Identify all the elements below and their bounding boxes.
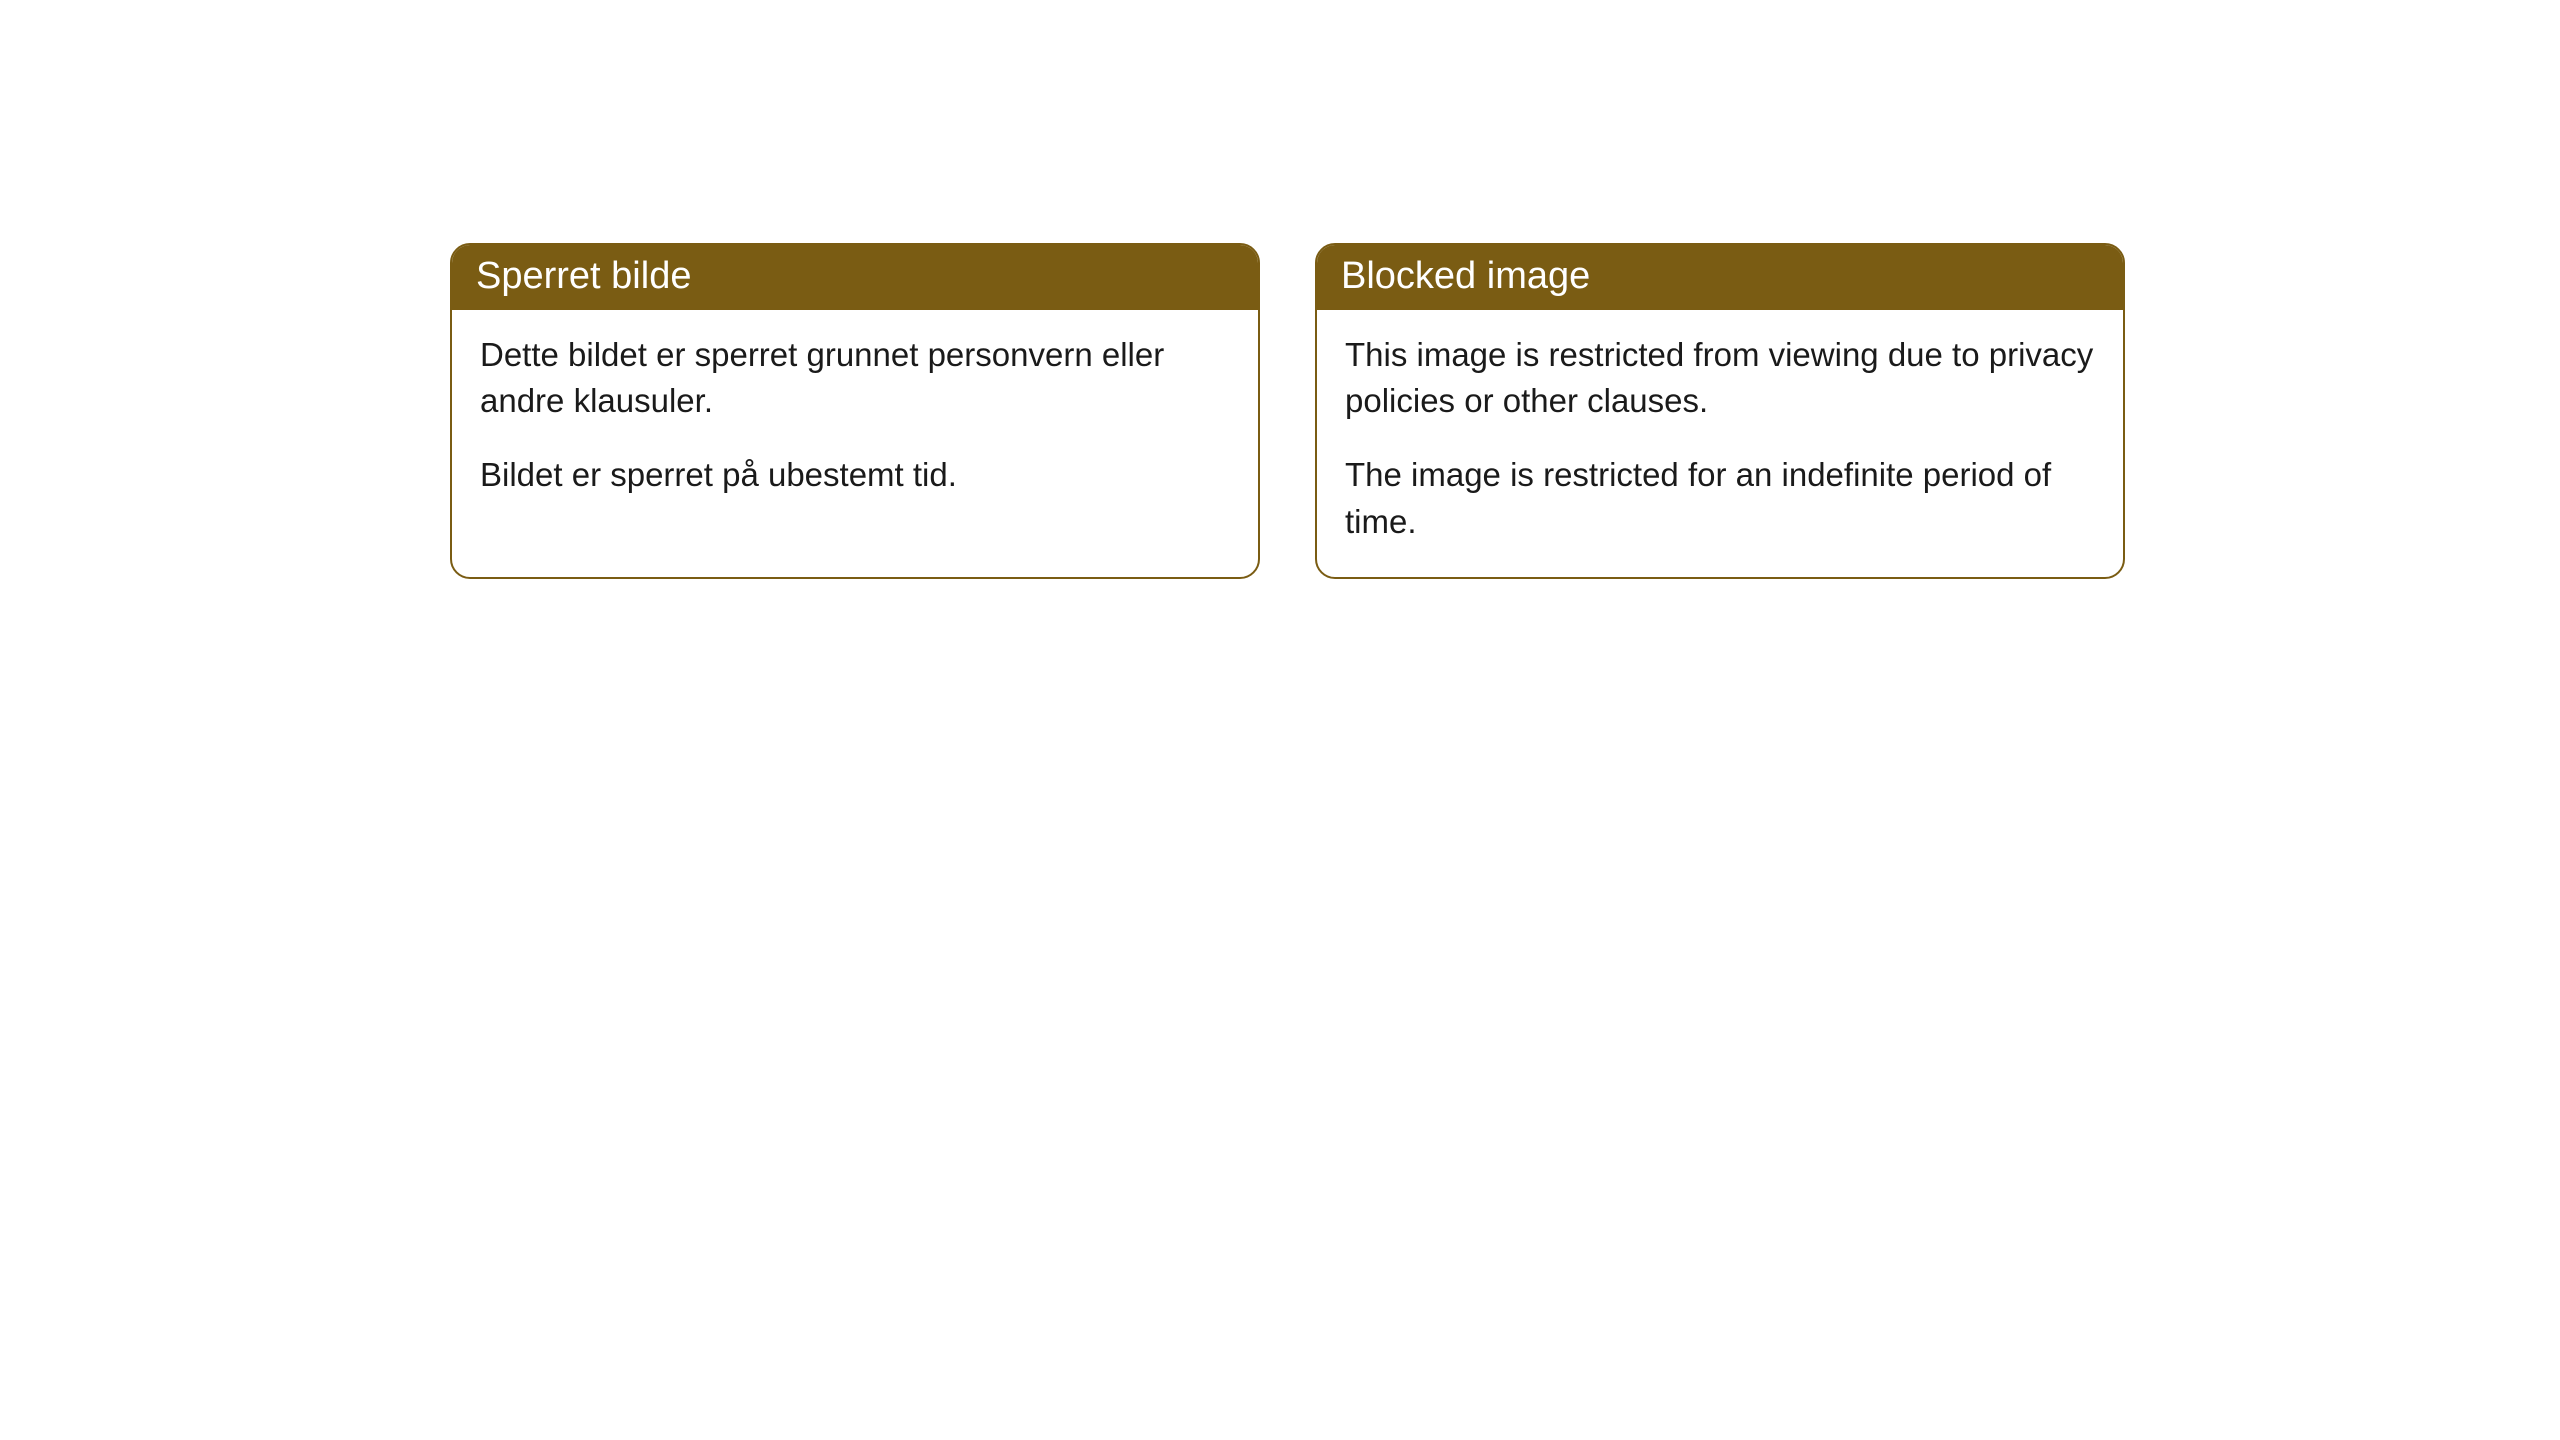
notice-text-no-p1: Dette bildet er sperret grunnet personve… bbox=[480, 332, 1230, 424]
card-body-no: Dette bildet er sperret grunnet personve… bbox=[452, 310, 1258, 531]
card-header-no: Sperret bilde bbox=[452, 245, 1258, 310]
blocked-image-card-en: Blocked image This image is restricted f… bbox=[1315, 243, 2125, 579]
card-body-en: This image is restricted from viewing du… bbox=[1317, 310, 2123, 577]
card-header-en: Blocked image bbox=[1317, 245, 2123, 310]
notice-text-en-p1: This image is restricted from viewing du… bbox=[1345, 332, 2095, 424]
notice-cards-container: Sperret bilde Dette bildet er sperret gr… bbox=[450, 243, 2125, 579]
blocked-image-card-no: Sperret bilde Dette bildet er sperret gr… bbox=[450, 243, 1260, 579]
notice-text-en-p2: The image is restricted for an indefinit… bbox=[1345, 452, 2095, 544]
notice-text-no-p2: Bildet er sperret på ubestemt tid. bbox=[480, 452, 1230, 498]
